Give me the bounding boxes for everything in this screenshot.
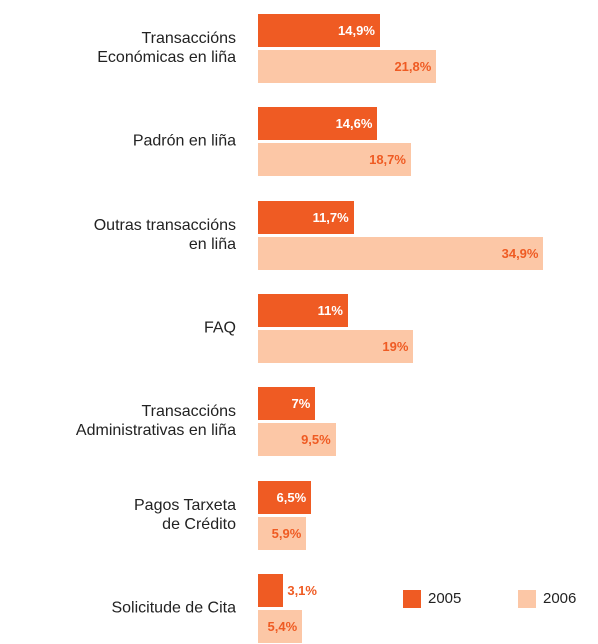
bar (258, 293, 348, 327)
value-label: 9,5% (301, 432, 331, 448)
category-label: FAQ (203, 319, 236, 337)
legend-swatch (403, 590, 421, 608)
value-label: 5,4% (267, 618, 298, 634)
bar (258, 107, 378, 141)
value-label: 5,9% (271, 525, 302, 541)
bar (258, 480, 312, 514)
category-label: Outras transaccións en liña (93, 216, 236, 253)
category-label: Solicitude de Cita (111, 599, 236, 617)
bar (258, 14, 380, 47)
legend-swatch (518, 590, 536, 608)
bar (258, 200, 354, 234)
category-label: Pagos Tarxeta de Crédito (134, 496, 236, 533)
bar (258, 387, 316, 421)
bar (258, 516, 307, 550)
category-label: Transaccións Administrativas en liña (75, 403, 236, 440)
legend-label: 2006 (543, 590, 577, 607)
value-label: 18,7% (369, 152, 406, 168)
bar (258, 609, 303, 643)
legend-label: 2005 (428, 590, 462, 607)
value-label: 14,9% (338, 23, 375, 38)
bar (258, 236, 544, 270)
bar (258, 329, 414, 363)
bar (258, 143, 411, 177)
value-label: 6,5% (276, 489, 307, 505)
category-label: Padrón en liña (132, 132, 236, 150)
value-label: 11,7% (312, 209, 349, 225)
bar (258, 423, 336, 457)
category-label: Transaccións Económicas en liña (97, 30, 236, 66)
value-label: 3,1% (287, 582, 317, 598)
value-label: 11% (317, 302, 343, 318)
value-label: 21,8% (394, 59, 432, 74)
value-label: 14,6% (335, 116, 373, 132)
value-label: 34,9% (501, 245, 539, 261)
bar (258, 573, 284, 607)
bar (258, 50, 437, 83)
value-label: 19% (382, 338, 409, 354)
value-label: 7% (291, 396, 311, 412)
